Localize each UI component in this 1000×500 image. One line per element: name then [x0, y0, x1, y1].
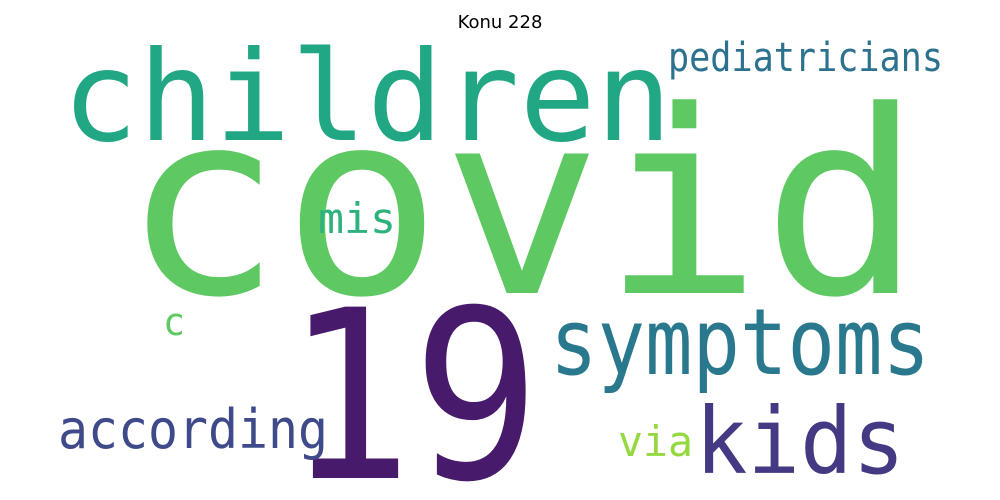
word-symptoms: symptoms [550, 289, 930, 396]
word-covid: covid [122, 57, 922, 354]
word-mis: mis [318, 194, 396, 243]
word-via: via [618, 417, 693, 466]
word-c: c [163, 300, 185, 344]
word-children: children [62, 25, 672, 170]
word-kids: kids [695, 388, 905, 495]
word-19: 19 [285, 261, 540, 500]
word-pediatricians: pediatricians [668, 35, 943, 81]
chart-title: Konu 228 [457, 12, 543, 33]
word-according: according [58, 398, 328, 461]
